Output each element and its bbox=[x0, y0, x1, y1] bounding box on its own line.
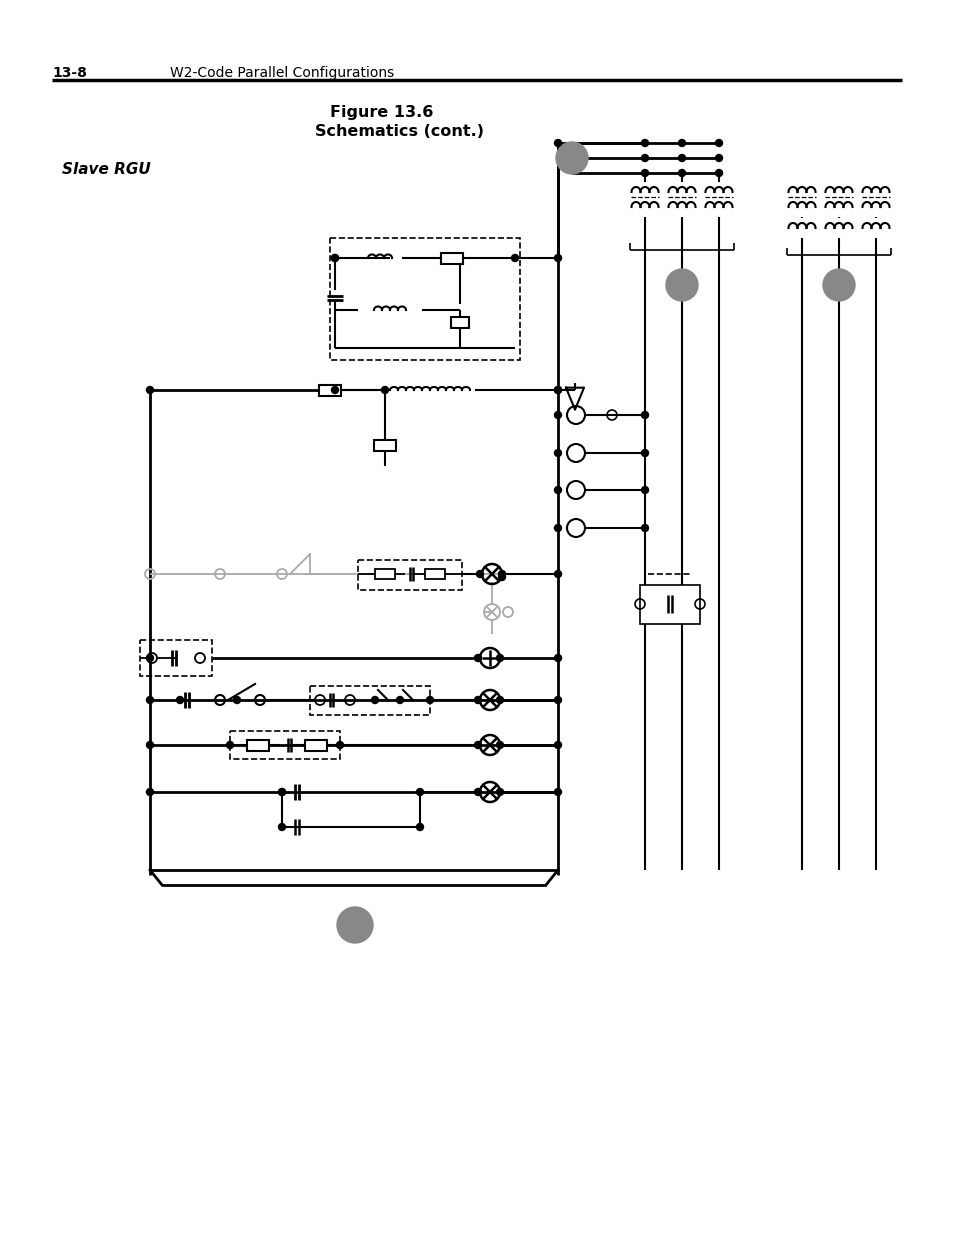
Bar bbox=[424, 569, 444, 579]
Circle shape bbox=[147, 741, 153, 748]
Circle shape bbox=[278, 788, 285, 795]
Circle shape bbox=[176, 697, 183, 704]
Circle shape bbox=[396, 697, 403, 704]
Circle shape bbox=[715, 154, 721, 162]
Text: Figure 13.6: Figure 13.6 bbox=[330, 105, 433, 120]
Circle shape bbox=[416, 824, 423, 830]
Circle shape bbox=[640, 154, 648, 162]
Circle shape bbox=[715, 140, 721, 147]
Circle shape bbox=[554, 140, 561, 147]
Circle shape bbox=[511, 254, 518, 262]
Circle shape bbox=[554, 387, 561, 394]
Circle shape bbox=[498, 571, 505, 578]
Circle shape bbox=[640, 169, 648, 177]
Circle shape bbox=[678, 140, 685, 147]
Circle shape bbox=[640, 450, 648, 457]
Circle shape bbox=[426, 697, 433, 704]
Circle shape bbox=[554, 487, 561, 494]
Circle shape bbox=[554, 254, 561, 262]
Circle shape bbox=[554, 525, 561, 531]
Circle shape bbox=[331, 254, 338, 262]
Circle shape bbox=[496, 741, 503, 748]
Circle shape bbox=[554, 571, 561, 578]
Circle shape bbox=[278, 788, 285, 795]
Circle shape bbox=[147, 655, 153, 662]
Circle shape bbox=[147, 788, 153, 795]
Circle shape bbox=[715, 169, 721, 177]
Circle shape bbox=[226, 741, 233, 748]
Circle shape bbox=[665, 269, 698, 301]
Bar bbox=[140, 640, 212, 676]
Circle shape bbox=[554, 788, 561, 795]
Bar bbox=[305, 740, 327, 751]
Circle shape bbox=[556, 142, 587, 174]
Bar bbox=[440, 252, 462, 263]
Circle shape bbox=[474, 655, 481, 662]
Circle shape bbox=[496, 697, 503, 704]
Text: W2-Code Parallel Configurations: W2-Code Parallel Configurations bbox=[170, 65, 394, 80]
Circle shape bbox=[498, 573, 505, 580]
Text: 13-8: 13-8 bbox=[52, 65, 87, 80]
Circle shape bbox=[678, 154, 685, 162]
Circle shape bbox=[331, 387, 338, 394]
Bar bbox=[310, 685, 430, 715]
Circle shape bbox=[147, 697, 153, 704]
Circle shape bbox=[474, 697, 481, 704]
Circle shape bbox=[554, 655, 561, 662]
Circle shape bbox=[496, 655, 503, 662]
Circle shape bbox=[678, 169, 685, 177]
Circle shape bbox=[822, 269, 854, 301]
Circle shape bbox=[640, 140, 648, 147]
Circle shape bbox=[474, 788, 481, 795]
Circle shape bbox=[278, 824, 285, 830]
Circle shape bbox=[371, 697, 378, 704]
Circle shape bbox=[416, 788, 423, 795]
Circle shape bbox=[554, 387, 561, 394]
Bar bbox=[451, 316, 469, 327]
Circle shape bbox=[640, 487, 648, 494]
Circle shape bbox=[476, 571, 483, 578]
Circle shape bbox=[336, 906, 373, 944]
Bar bbox=[639, 585, 700, 624]
Bar bbox=[374, 440, 395, 451]
Circle shape bbox=[233, 697, 240, 704]
Bar bbox=[318, 384, 340, 395]
Circle shape bbox=[640, 525, 648, 531]
Circle shape bbox=[496, 788, 503, 795]
Circle shape bbox=[331, 254, 338, 262]
Circle shape bbox=[381, 387, 388, 394]
Bar bbox=[375, 569, 395, 579]
Bar bbox=[330, 238, 519, 359]
Bar bbox=[247, 740, 269, 751]
Circle shape bbox=[554, 450, 561, 457]
Circle shape bbox=[554, 741, 561, 748]
Circle shape bbox=[554, 411, 561, 419]
Circle shape bbox=[640, 411, 648, 419]
Text: Slave RGU: Slave RGU bbox=[62, 162, 151, 177]
Bar bbox=[230, 731, 339, 760]
Circle shape bbox=[474, 741, 481, 748]
Circle shape bbox=[554, 697, 561, 704]
Bar bbox=[357, 559, 461, 590]
Text: Schematics (cont.): Schematics (cont.) bbox=[314, 124, 483, 140]
Circle shape bbox=[336, 741, 343, 748]
Circle shape bbox=[147, 387, 153, 394]
